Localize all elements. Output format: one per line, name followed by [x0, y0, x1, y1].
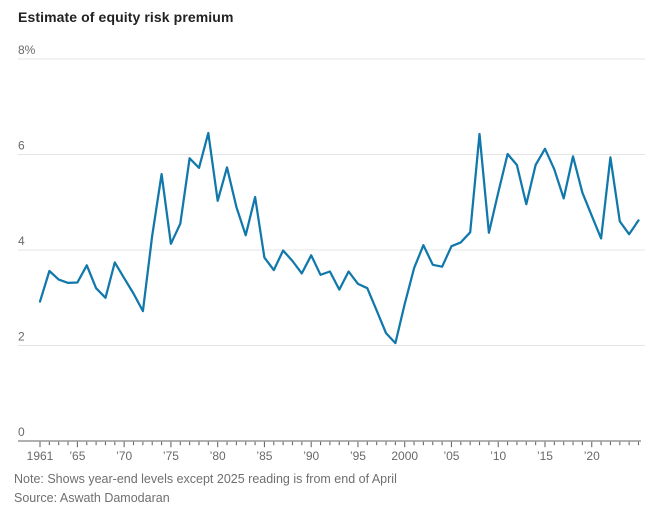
- y-tick-label: 2: [18, 330, 25, 344]
- x-tick-label: ’90: [303, 449, 319, 463]
- x-axis-ticks: [39, 441, 640, 448]
- y-tick-label: 8%: [18, 43, 36, 57]
- x-tick-label: ’70: [116, 449, 132, 463]
- x-tick-label: ’15: [537, 449, 553, 463]
- y-tick-label: 4: [18, 234, 25, 248]
- x-tick-label: 2000: [391, 449, 418, 463]
- y-axis-labels: 8% 6 4 2 0: [18, 43, 36, 439]
- x-axis-labels: 1961 ’65 ’70 ’75 ’80 ’85 ’90 ’95 2000 ’05 ’10 ’15 ’2…: [27, 449, 600, 463]
- x-tick-label: ’85: [256, 449, 272, 463]
- x-tick-label: ’75: [163, 449, 179, 463]
- y-gridlines: [18, 58, 645, 346]
- chart-source: Source: Aswath Damodaran: [14, 491, 170, 505]
- erp-line-series: [38, 131, 640, 345]
- x-tick-label: ’80: [210, 449, 226, 463]
- x-tick-label: 1961: [27, 449, 54, 463]
- chart-note: Note: Shows year-end levels except 2025 …: [14, 472, 397, 486]
- y-tick-label: 0: [18, 425, 25, 439]
- chart-title: Estimate of equity risk premium: [18, 9, 234, 25]
- x-tick-label: ’05: [443, 449, 459, 463]
- x-tick-label: ’10: [490, 449, 506, 463]
- x-tick-label: ’95: [350, 449, 366, 463]
- y-tick-label: 6: [18, 139, 25, 153]
- x-tick-label: ’20: [584, 449, 600, 463]
- x-tick-label: ’65: [69, 449, 85, 463]
